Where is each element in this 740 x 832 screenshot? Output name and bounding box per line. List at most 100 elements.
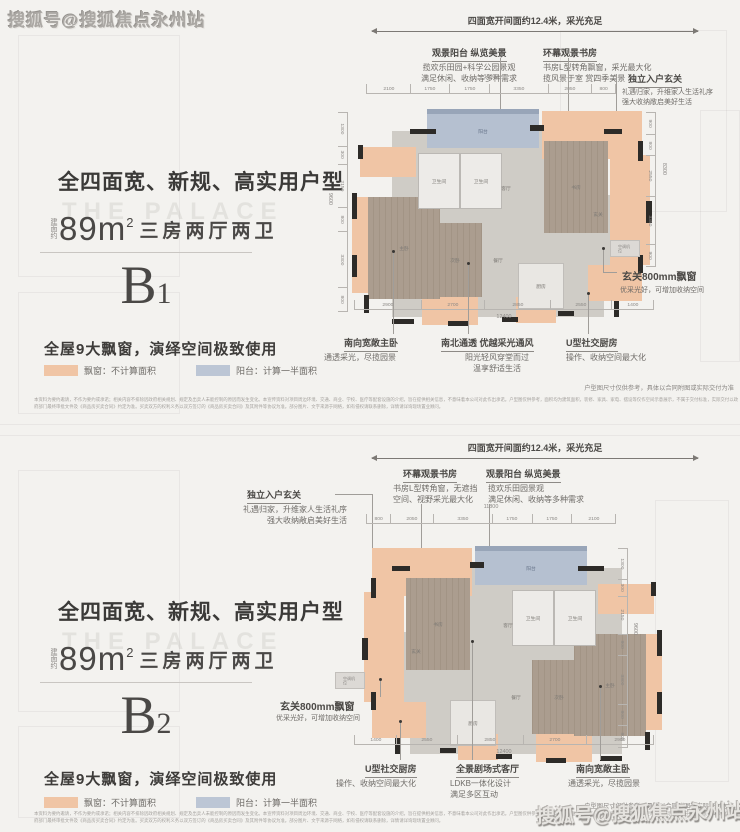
room-label-living: 客厅 xyxy=(501,185,511,192)
divider-line xyxy=(40,682,252,683)
dim-total-top: 11800 xyxy=(483,503,499,510)
dimension-value: 3300 xyxy=(618,656,627,705)
area-prefix: 建面约 xyxy=(50,218,57,239)
room-label-bath: 卫生间 xyxy=(567,615,583,621)
leader-line xyxy=(603,272,617,273)
callout-northsouth-text: 阳光轻风穿堂而过 温享舒适生活 xyxy=(465,353,529,373)
dimension-value: 3350 xyxy=(434,514,493,523)
leader-dot xyxy=(392,250,395,253)
callout-foyer-title: 独立入户玄关 xyxy=(247,488,302,504)
room-bathroom: 卫生间 xyxy=(460,153,502,209)
dimension-value: 800 xyxy=(618,726,627,748)
wall-segment xyxy=(352,193,357,219)
wall-segment xyxy=(646,201,652,223)
legend-label-bay: 飘窗：不计算面积 xyxy=(84,798,157,808)
room-label-study: 书房 xyxy=(433,621,443,627)
room-kitchen: 厨房 xyxy=(518,263,564,309)
wall-segment xyxy=(364,295,369,313)
reference-note: 户型图尺寸仅供参考，具体以合同附图或实际交付为准 xyxy=(584,802,734,810)
wall-segment xyxy=(362,638,368,660)
width-span-arrow xyxy=(371,28,699,34)
room-label-bath2: 卫生间 xyxy=(525,615,541,621)
panel-headline: 全四面宽、新规、高实用户型 xyxy=(58,600,344,624)
legend-item-bay: 飘窗：不计算面积 xyxy=(44,796,156,809)
dimension-value: 2100 xyxy=(366,84,411,93)
legend-swatch-balcony xyxy=(196,365,230,376)
wall-segment xyxy=(546,758,566,763)
leader-line xyxy=(472,642,473,760)
callout-entrance-bay-text: 优采光好，可增加收纳空间 xyxy=(620,287,704,294)
dimension-value: 800 xyxy=(592,84,616,93)
panel-tagline: 全屋9大飘窗，演绎空间极致使用 xyxy=(44,341,278,358)
wall-segment xyxy=(392,319,414,324)
room-label-master: 主卧 xyxy=(605,682,615,688)
bay-window-zone xyxy=(360,147,416,177)
leader-line xyxy=(400,722,401,760)
area-superscript: 2 xyxy=(126,645,134,660)
unit-digit: 2 xyxy=(156,707,172,740)
legend-swatch-bay xyxy=(44,797,78,808)
dimension-value: 3350 xyxy=(490,84,549,93)
dimension-value: 3350 xyxy=(646,197,655,245)
callout-balcony-text: 揽欢乐田园+科学公园景观 满足休闲、收纳等多种需求 xyxy=(421,63,517,83)
unit-letter: B xyxy=(120,255,157,315)
dim-total-bottom: 12400 xyxy=(496,313,512,320)
legend-swatch-balcony xyxy=(196,797,230,808)
dimension-value: 800 xyxy=(618,705,627,727)
dimension-value: 2150 xyxy=(338,165,347,209)
fine-print: 本资料为要约邀请，不作为要约或承诺；相关内容不排除因政府相关规划、规定及出卖人未… xyxy=(34,811,738,824)
callout-master-title: 南向宽敞主卧 xyxy=(344,336,399,352)
ac-unit-box: 空调机位 xyxy=(335,672,365,689)
wall-segment xyxy=(502,317,518,322)
callout-master-title: 南向宽敞主卧 xyxy=(576,762,631,778)
leader-line xyxy=(421,504,422,560)
dim-row-top: 2100 1750 1750 3350 2050 800 xyxy=(366,84,616,94)
width-span-arrow xyxy=(371,455,699,461)
dimension-value: 300 xyxy=(618,580,627,597)
callout-master-text: 通透采光，尽揽园景 xyxy=(568,779,640,788)
room-bathroom: 卫生间 xyxy=(554,590,596,646)
area-number: 89m xyxy=(59,210,127,247)
width-span-note: 四面宽开间面约12.4米，采光充足 xyxy=(467,443,603,453)
callout-balcony-text: 揽欢乐田园景观 满足休闲、收纳等多种需求 xyxy=(488,484,584,504)
dimension-value: 900 xyxy=(646,245,655,268)
room-label-kitchen: 厨房 xyxy=(468,720,478,726)
leader-line xyxy=(588,294,589,334)
leader-dot xyxy=(471,640,474,643)
callout-living-title: 全景剧场式客厅 xyxy=(456,762,520,778)
room-label-foyer: 玄关 xyxy=(593,211,603,218)
dim-total-right: 8300 xyxy=(661,162,668,175)
wall-segment xyxy=(410,129,436,134)
room-label-balcony: 阳台 xyxy=(478,128,488,134)
balcony: 阳台 xyxy=(427,109,539,148)
dimension-value: 2550 xyxy=(397,735,458,744)
legend-label-balcony: 阳台：计算一半面积 xyxy=(236,366,318,376)
balcony: 阳台 xyxy=(475,546,587,585)
dimension-value: 1300 xyxy=(338,112,347,147)
wall-segment xyxy=(352,255,357,277)
callout-master-text: 通透采光，尽揽园景 xyxy=(324,353,396,362)
callout-kitchen-text: 操作、收纳空间最大化 xyxy=(336,779,416,788)
wall-segment xyxy=(657,630,662,656)
legend-label-balcony: 阳台：计算一半面积 xyxy=(236,798,318,808)
legend-swatch-bay xyxy=(44,365,78,376)
room-label-living: 客厅 xyxy=(503,622,513,629)
molding-decoration xyxy=(18,35,180,277)
unit-digit: 1 xyxy=(156,277,172,310)
leader-dot xyxy=(602,247,605,250)
wall-segment xyxy=(604,129,622,134)
dimension-value: 2050 xyxy=(549,84,593,93)
dimension-value: 2700 xyxy=(524,735,588,744)
callout-northsouth-title: 南北通透 优越采光通风 xyxy=(441,336,534,352)
wall-segment xyxy=(578,566,604,571)
dimension-value: 2700 xyxy=(422,300,486,309)
leader-dot xyxy=(379,678,382,681)
callout-kitchen-title: U型社交厨房 xyxy=(566,336,618,352)
watermark-top: 搜狐号@搜狐焦点永州站 xyxy=(8,11,206,30)
area-prefix: 建面约 xyxy=(50,648,57,669)
dimension-value: 800 xyxy=(366,514,391,523)
dimension-value: 1400 xyxy=(354,735,397,744)
room-label-dining: 餐厅 xyxy=(493,257,503,264)
reference-note: 户型图尺寸仅供参考，具体以合同附图或实际交付为准 xyxy=(584,384,734,392)
